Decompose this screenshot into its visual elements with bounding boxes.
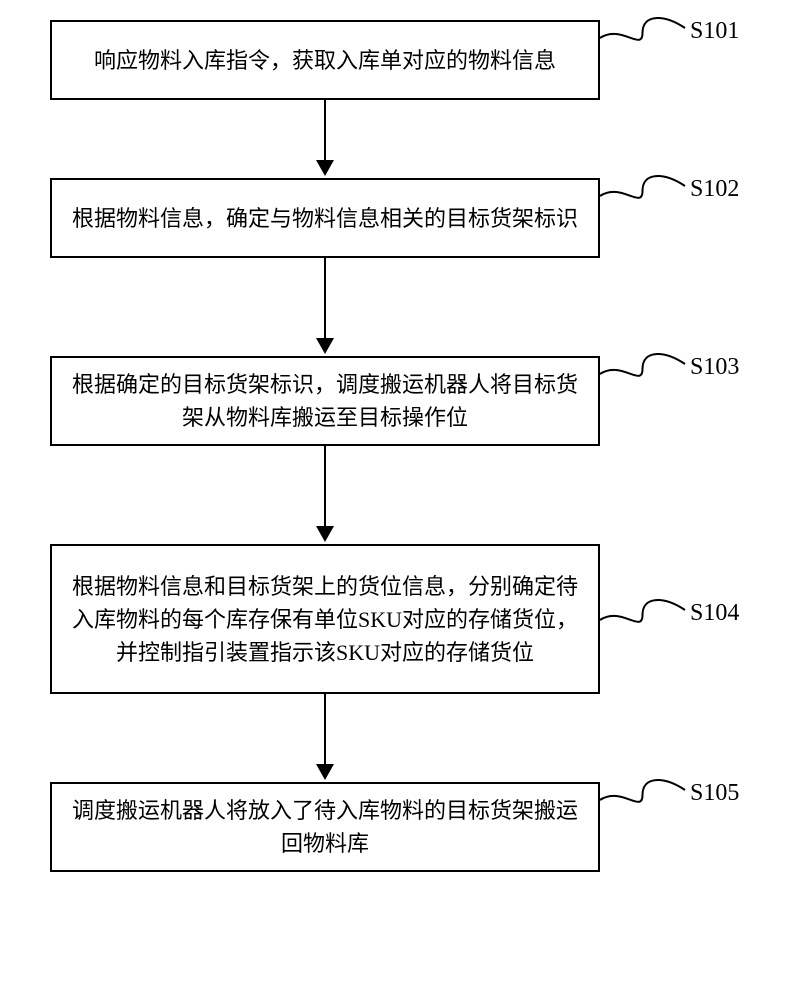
flow-step-text: 根据物料信息，确定与物料信息相关的目标货架标识 [72, 202, 578, 235]
flow-step-text: 根据物料信息和目标货架上的货位信息，分别确定待入库物料的每个库存保有单位SKU对… [72, 570, 578, 669]
arrow-head-icon [316, 338, 334, 354]
arrow-head-icon [316, 160, 334, 176]
flow-step-text: 响应物料入库指令，获取入库单对应的物料信息 [94, 44, 556, 77]
arrow-shaft [324, 100, 326, 160]
flow-step-text: 调度搬运机器人将放入了待入库物料的目标货架搬运回物料库 [72, 794, 578, 860]
flow-arrow [316, 258, 334, 354]
arrow-shaft [324, 258, 326, 338]
flow-step-label-s105: S105 [690, 780, 739, 807]
flow-step-s101: 响应物料入库指令，获取入库单对应的物料信息 [50, 20, 600, 100]
flow-step-s102: 根据物料信息，确定与物料信息相关的目标货架标识 [50, 178, 600, 258]
arrow-head-icon [316, 526, 334, 542]
arrow-shaft [324, 694, 326, 764]
flow-step-s105: 调度搬运机器人将放入了待入库物料的目标货架搬运回物料库 [50, 782, 600, 872]
flow-step-label-s104: S104 [690, 600, 739, 627]
arrow-head-icon [316, 764, 334, 780]
flow-step-text: 根据确定的目标货架标识，调度搬运机器人将目标货架从物料库搬运至目标操作位 [72, 368, 578, 434]
flow-step-label-s101: S101 [690, 18, 739, 45]
flow-arrow [316, 100, 334, 176]
flow-step-s104: 根据物料信息和目标货架上的货位信息，分别确定待入库物料的每个库存保有单位SKU对… [50, 544, 600, 694]
flow-arrow [316, 694, 334, 780]
flow-arrow [316, 446, 334, 542]
flow-step-label-s103: S103 [690, 354, 739, 381]
flow-step-s103: 根据确定的目标货架标识，调度搬运机器人将目标货架从物料库搬运至目标操作位 [50, 356, 600, 446]
arrow-shaft [324, 446, 326, 526]
flow-step-label-s102: S102 [690, 176, 739, 203]
